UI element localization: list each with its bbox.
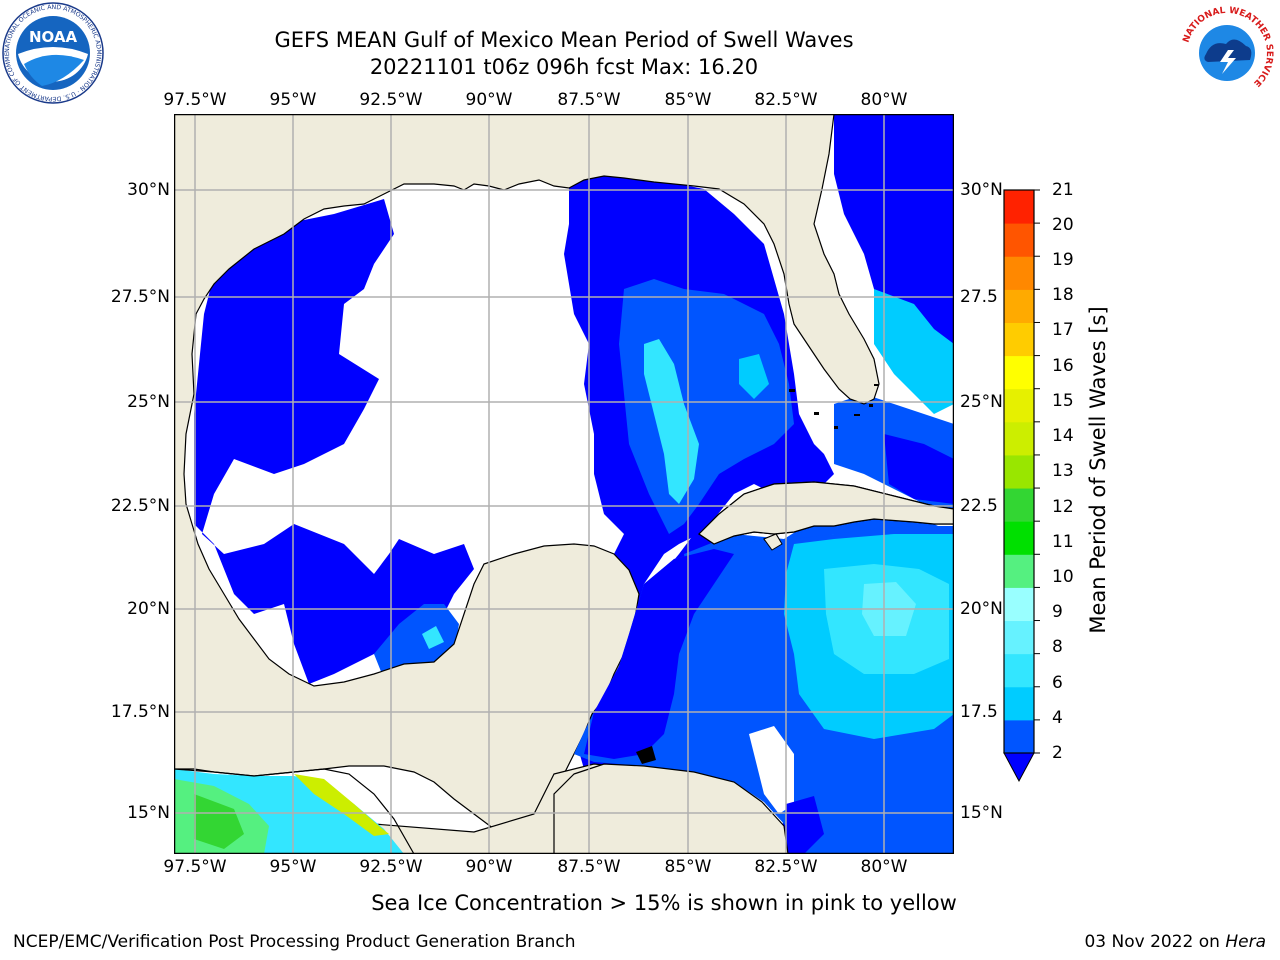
forecast-subtitle: 20221101 t06z 096h fcst Max: 16.20: [369, 55, 759, 79]
colorbar-tick-3: 6: [1052, 673, 1063, 693]
colorbar-tick-7: 11: [1052, 532, 1074, 552]
colorbar-segment-17: [1004, 190, 1034, 224]
colorbar-under-extension: [1003, 752, 1035, 783]
lon-label-bottom-1: 97.5°W: [163, 857, 227, 877]
footer-date-text: 03 Nov 2022 on: [1084, 932, 1220, 952]
lon-label-bottom-6: 85°W: [664, 857, 712, 877]
figure-title: GEFS MEAN Gulf of Mexico Mean Period of …: [274, 28, 854, 52]
lat-label-right-6: 17.5: [960, 702, 998, 722]
cuba: [698, 481, 954, 545]
map-border: [173, 113, 955, 855]
map-svg: [173, 113, 955, 855]
central-america: [553, 763, 789, 854]
noaa-logo: NATIONAL OCEANIC AND ATMOSPHERIC ADMINIS…: [0, 0, 104, 104]
lat-label-right-2: 27.5: [960, 287, 998, 307]
lat-label-right-1: 30°N: [960, 180, 1003, 200]
colorbar-segment-11: [1004, 388, 1034, 423]
colorbar-tick-6: 10: [1052, 567, 1074, 587]
lon-label-top-5: 87.5°W: [557, 90, 621, 110]
colorbar-tick-1: 2: [1052, 743, 1063, 763]
caribbean-sea: [574, 526, 954, 854]
lon-label-bottom-7: 82.5°W: [754, 857, 818, 877]
colorbar-tick-9: 13: [1052, 461, 1074, 481]
colorbar-label: Mean Period of Swell Waves [s]: [1086, 306, 1110, 634]
lon-label-bottom-8: 80°W: [860, 857, 908, 877]
colorbar-svg: [1003, 189, 1040, 783]
colorbar-segment-1: [1004, 719, 1034, 754]
colorbar-segment-13: [1004, 322, 1034, 357]
lon-label-bottom-5: 87.5°W: [557, 857, 621, 877]
pacific-swell-yellow: [294, 774, 389, 836]
lat-label-left-5: 20°N: [127, 599, 170, 619]
colorbar-segment-15: [1004, 256, 1034, 290]
colorbar-tick-11: 15: [1052, 391, 1074, 411]
lat-label-left-2: 27.5°N: [110, 287, 170, 307]
gridlines: [174, 114, 954, 854]
lat-label-right-3: 25°N: [960, 392, 1003, 412]
colorbar-segment-4: [1004, 620, 1034, 655]
pacific-coastline: [174, 768, 415, 854]
colorbar-segment-12: [1004, 355, 1034, 390]
colorbar-segment-6: [1004, 554, 1034, 588]
isla-juventud: [763, 533, 783, 551]
svg-text:NOAA: NOAA: [29, 28, 78, 46]
colorbar: [1000, 186, 1046, 786]
colorbar-tick-15: 19: [1052, 250, 1074, 270]
footer-machine: Hera: [1225, 932, 1266, 952]
colorbar-segment-9: [1004, 454, 1034, 489]
lat-label-left-4: 22.5°N: [110, 496, 170, 516]
colorbar-tick-4: 8: [1052, 637, 1063, 657]
lon-label-top-6: 85°W: [664, 90, 712, 110]
lat-label-left-7: 15°N: [127, 803, 170, 823]
lon-label-bottom-2: 95°W: [269, 857, 317, 877]
colorbar-segment-8: [1004, 488, 1034, 522]
colorbar-tick-14: 18: [1052, 285, 1074, 305]
lon-label-top-1: 97.5°W: [163, 90, 227, 110]
lat-label-right-7: 15°N: [960, 803, 1003, 823]
colorbar-outline: [1003, 189, 1035, 754]
footer-branch: NCEP/EMC/Verification Post Processing Pr…: [13, 932, 576, 952]
colorbar-segment-10: [1004, 421, 1034, 456]
lat-label-left-3: 25°N: [127, 392, 170, 412]
colorbar-segment-5: [1004, 587, 1034, 622]
lon-label-top-4: 90°W: [465, 90, 513, 110]
colorbar-tick-12: 16: [1052, 356, 1074, 376]
footer-date: 03 Nov 2022 on Hera: [1084, 932, 1266, 952]
lon-label-bottom-4: 90°W: [465, 857, 513, 877]
colorbar-tick-5: 9: [1052, 602, 1063, 622]
lon-label-top-8: 80°W: [860, 90, 908, 110]
colorbar-tick-10: 14: [1052, 426, 1074, 446]
lon-label-top-3: 92.5°W: [359, 90, 423, 110]
sea-ice-note: Sea Ice Concentration > 15% is shown in …: [371, 891, 957, 915]
colorbar-segment-2: [1004, 686, 1034, 721]
islands: [789, 384, 879, 429]
colorbar-segment-16: [1004, 223, 1034, 257]
nws-logo: NATIONAL WEATHER SERVICE: [1176, 2, 1278, 104]
pacific-swell-dark-green: [194, 794, 244, 849]
lon-label-bottom-3: 92.5°W: [359, 857, 423, 877]
lat-label-right-5: 20°N: [960, 599, 1003, 619]
colorbar-tick-2: 4: [1052, 708, 1063, 728]
colorbar-tick-8: 12: [1052, 497, 1074, 517]
lat-label-left-1: 30°N: [127, 180, 170, 200]
colorbar-tick-16: 20: [1052, 215, 1074, 235]
lat-label-left-6: 17.5°N: [110, 702, 170, 722]
map-panel: [173, 113, 955, 855]
colorbar-segment-3: [1004, 653, 1034, 688]
colorbar-tick-17: 21: [1052, 180, 1074, 200]
colorbar-tick-13: 17: [1052, 320, 1074, 340]
colorbar-segment-14: [1004, 289, 1034, 323]
lon-label-top-7: 82.5°W: [754, 90, 818, 110]
lon-label-top-2: 95°W: [269, 90, 317, 110]
colorbar-segment-7: [1004, 521, 1034, 555]
lat-label-right-4: 22.5: [960, 496, 998, 516]
